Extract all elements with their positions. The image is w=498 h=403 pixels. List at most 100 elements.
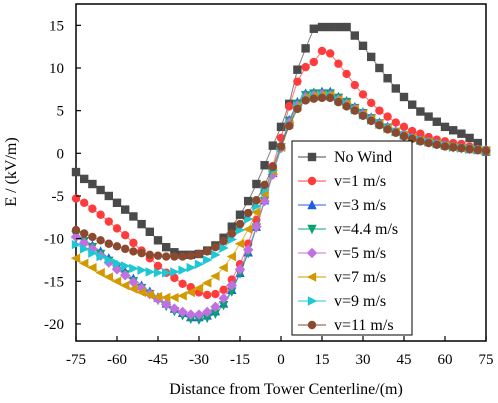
data-point	[96, 185, 105, 195]
data-point	[457, 143, 466, 153]
data-point	[326, 49, 335, 58]
data-point	[129, 212, 138, 221]
data-point	[367, 116, 376, 126]
data-point	[145, 250, 154, 260]
data-point	[416, 107, 425, 116]
x-tick-label: 15	[315, 352, 330, 368]
data-point	[449, 126, 458, 135]
x-tick-label: -45	[148, 352, 168, 368]
data-point	[169, 292, 179, 303]
data-point	[342, 69, 351, 79]
x-tick-label: 45	[397, 352, 412, 368]
data-point	[309, 57, 318, 67]
data-point	[449, 143, 458, 152]
data-point	[153, 268, 164, 278]
data-point	[161, 292, 171, 303]
x-tick-label: 0	[277, 352, 285, 368]
data-point	[375, 106, 384, 115]
x-axis-title: Distance from Tower Centerline/(m)	[169, 381, 403, 398]
data-point	[301, 62, 310, 72]
data-point	[121, 261, 131, 271]
data-point	[80, 244, 90, 254]
data-point	[104, 217, 114, 226]
data-point	[203, 255, 213, 265]
data-point	[211, 250, 221, 260]
data-point	[178, 252, 187, 261]
data-point	[71, 167, 81, 177]
data-point	[194, 259, 205, 269]
data-point	[465, 144, 474, 154]
data-point	[152, 291, 163, 302]
data-point	[186, 262, 196, 273]
y-tick-label: -15	[44, 274, 64, 290]
data-point	[112, 198, 122, 207]
data-point	[399, 132, 409, 141]
data-point	[358, 90, 368, 99]
data-point	[104, 239, 114, 248]
data-point	[211, 289, 220, 299]
legend-item: v=5 m/s	[298, 245, 386, 262]
data-point	[177, 291, 187, 301]
data-point	[260, 180, 269, 190]
data-point	[276, 142, 286, 151]
data-point	[153, 261, 163, 271]
y-tick-label: 10	[49, 61, 64, 77]
data-point	[218, 293, 229, 304]
data-point	[326, 93, 335, 103]
legend-label: v=9 m/s	[334, 293, 386, 310]
data-point	[252, 179, 261, 189]
data-point	[70, 253, 81, 263]
data-point	[424, 138, 433, 148]
data-point	[326, 22, 335, 32]
data-point	[129, 247, 138, 256]
data-point	[211, 242, 220, 252]
data-point	[121, 205, 130, 214]
data-point	[301, 96, 310, 105]
x-tick-label: 60	[438, 352, 453, 368]
data-point	[226, 251, 236, 262]
data-point	[317, 46, 327, 56]
data-point	[121, 244, 130, 254]
data-point	[383, 74, 392, 83]
data-point	[111, 276, 122, 286]
data-point	[218, 262, 228, 273]
legend-marker	[307, 199, 317, 210]
data-point	[87, 262, 97, 273]
data-point	[350, 80, 359, 90]
legend-marker	[306, 247, 318, 259]
data-point	[334, 97, 343, 107]
data-point	[367, 98, 376, 108]
data-point	[137, 219, 146, 229]
data-point	[424, 112, 433, 121]
data-point	[104, 191, 113, 201]
data-point	[416, 129, 425, 138]
x-tick-label: -75	[66, 352, 86, 368]
legend-item: v=4.4 m/s	[298, 221, 398, 238]
data-point	[440, 142, 450, 151]
legend-item: v=7 m/s	[298, 269, 386, 286]
data-point	[260, 161, 269, 170]
data-point	[202, 306, 213, 318]
data-point	[440, 122, 450, 132]
data-point	[218, 300, 229, 311]
data-point	[399, 92, 409, 102]
legend-marker	[307, 320, 317, 330]
legend-item: v=9 m/s	[298, 293, 386, 310]
data-point	[103, 272, 113, 282]
data-point	[243, 244, 254, 255]
legend: No Wind v=1 m/s v=3 m/s v=4.4 m/s v=5 m/s v=7…	[291, 140, 413, 336]
x-tick-label: -60	[107, 352, 127, 368]
legend-label: v=3 m/s	[334, 197, 386, 214]
y-tick-label: -20	[44, 317, 64, 333]
series-8	[71, 93, 491, 261]
data-point	[88, 204, 97, 213]
data-point	[88, 179, 97, 189]
data-point	[432, 140, 441, 149]
data-point	[80, 229, 89, 238]
data-point	[162, 268, 172, 278]
data-point	[104, 255, 114, 265]
data-point	[465, 133, 474, 143]
data-point	[112, 224, 122, 233]
data-point	[161, 299, 172, 310]
legend-item: v=3 m/s	[298, 197, 386, 214]
